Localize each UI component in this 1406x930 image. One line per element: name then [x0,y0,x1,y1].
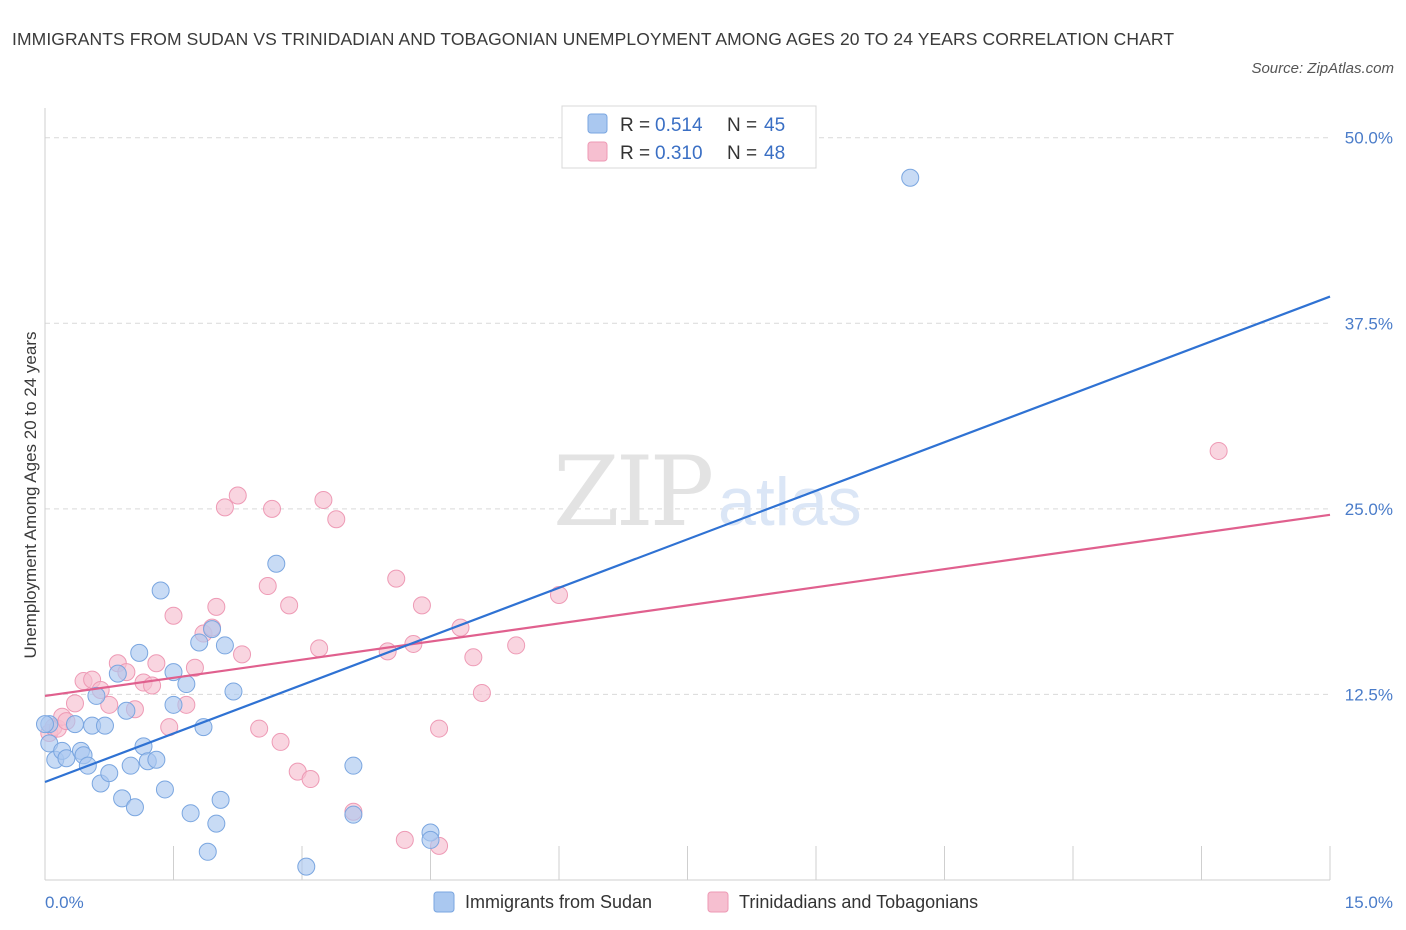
legend-swatch-blue [587,113,608,134]
trinidad-point-5 [65,694,84,713]
trinidad-point-48 [550,585,568,604]
legend-n-label-2: N = [727,143,757,164]
trinidad-point-38 [387,569,406,588]
watermark: ZIP atlas [553,436,862,548]
trend-line-sudan [44,295,1331,784]
trinidad-point-34 [314,490,333,509]
legend: R = 0.514 N = 45 R = 0.310 N = 48 [561,105,817,169]
trinidad-point-15 [147,654,166,673]
sudan-point-34 [211,790,230,809]
sudan-point-25 [164,695,183,714]
trend-lines [44,295,1331,784]
trinidad-point-46 [472,683,491,702]
x-tick-label-0: 0.0% [45,893,84,912]
sudan-point-5 [65,715,84,734]
legend-swatch-pink [587,141,608,162]
trinidad-point-19 [185,658,204,677]
trinidad-point-9 [100,695,119,714]
trinidad-point-30 [280,596,299,615]
trinidad-point-33 [310,639,329,658]
sudan-point-36 [224,682,243,701]
y-axis-label: Unemployment Among Ages 20 to 24 years [21,332,40,659]
watermark-atlas: atlas [718,464,862,540]
sudan-point-39 [344,805,363,824]
sudan-point-31 [198,842,217,861]
trinidad-point-29 [271,732,290,751]
trinidad-point-22 [207,597,226,616]
axes [44,108,1331,881]
bottom-legend-label-sudan: Immigrants from Sudan [465,892,652,912]
bottom-legend: Immigrants from Sudan Trinidadians and T… [433,891,978,913]
sudan-point-18 [125,798,144,817]
gridlines [45,137,1330,695]
trinidad-point-45 [464,648,483,667]
trinidad-point-41 [412,596,431,615]
sudan-point-19 [130,643,149,662]
y-tick-label-3: 50.0% [1345,129,1393,148]
trinidad-point-27 [258,577,277,596]
trinidad-point-28 [263,499,282,518]
sudan-point-17 [121,756,140,775]
bottom-legend-swatch-blue [433,891,455,913]
sudan-point-27 [177,675,196,694]
trinidad-point-17 [164,606,183,625]
y-tick-label-0: 12.5% [1345,685,1393,704]
sudan-point-42 [421,830,440,849]
y-tick-labels: 12.5% 25.0% 37.5% 50.0% [1345,129,1393,705]
legend-n-value-1: 45 [764,115,785,136]
sudan-point-22 [147,750,166,769]
sudan-point-40 [344,756,363,775]
sudan-point-14 [108,664,127,683]
x-tick-labels: 0.0% 15.0% [45,893,1393,912]
sudan-point-44 [36,715,54,734]
sudan-point-33 [207,814,226,833]
trinidad-point-39 [395,830,414,849]
trinidad-point-25 [233,645,252,664]
sudan-point-4 [57,749,76,768]
legend-r-label-2: R = [620,143,650,164]
legend-r-value-2: 0.310 [655,143,703,164]
legend-r-label-1: R = [620,115,650,136]
trinidad-point-35 [327,510,346,529]
legend-n-value-2: 48 [764,143,785,164]
sudan-point-12 [95,716,114,735]
sudan-point-16 [117,701,136,720]
sudan-point-37 [267,554,286,573]
y-tick-label-1: 25.0% [1345,500,1393,519]
trinidad-point-43 [430,719,449,738]
sudan-point-35 [215,636,234,655]
sudan-point-38 [297,857,316,876]
source-label: Source: ZipAtlas.com [1251,60,1394,77]
sudan-point-10 [87,686,106,705]
watermark-zip: ZIP [553,436,712,548]
chart-title: IMMIGRANTS FROM SUDAN VS TRINIDADIAN AND… [12,29,1175,49]
legend-r-value-1: 0.514 [655,115,703,136]
sudan-point-32 [203,620,222,639]
y-tick-label-2: 37.5% [1345,314,1393,333]
bottom-legend-label-trinidad: Trinidadians and Tobagonians [739,892,978,912]
trinidad-point-24 [228,486,247,505]
sudan-point-43 [901,168,920,187]
trinidad-point-26 [250,719,269,738]
x-tick-label-1: 15.0% [1345,893,1393,912]
sudan-point-29 [190,633,209,652]
legend-n-label-1: N = [727,115,757,136]
sudan-point-28 [181,804,200,823]
sudan-point-23 [151,581,170,600]
trinidad-point-32 [301,770,320,789]
trinidad-point-23 [215,498,234,517]
sudan-point-24 [155,780,174,799]
trinidad-point-49 [1209,441,1228,460]
bottom-legend-swatch-pink [707,891,729,913]
trinidad-point-47 [507,636,526,655]
trend-line-trinidad [44,513,1331,697]
sudan-point-13 [100,764,119,783]
sudan-point-15 [113,789,132,808]
